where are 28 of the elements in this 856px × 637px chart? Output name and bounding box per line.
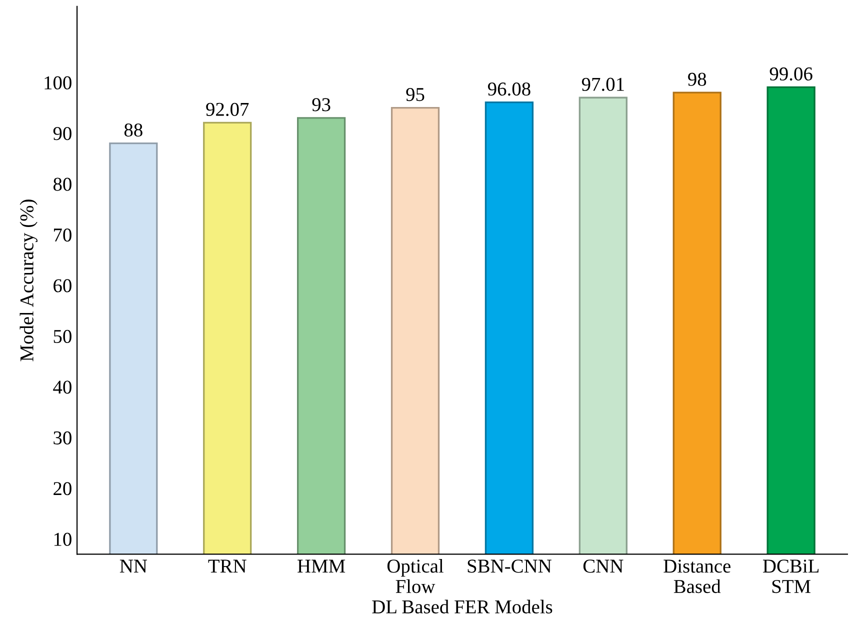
y-tick-label: 30 [54, 431, 72, 444]
y-axis-title: Model Accuracy (%) [20, 200, 38, 362]
y-tick-label: 20 [54, 482, 72, 496]
x-tick-label: Distance Based [664, 560, 730, 594]
y-tick-label: 80 [53, 178, 72, 191]
data-label: 99.06 [770, 67, 812, 81]
y-tick-label: 100 [44, 76, 72, 90]
y-tick-label: 40 [53, 380, 72, 394]
data-label: 96.08 [488, 82, 530, 96]
x-tick-label: SBN-CNN [468, 560, 552, 573]
data-label: 95 [406, 88, 424, 102]
x-tick-label: NN [120, 560, 148, 573]
x-tick-label: Optical Flow [387, 559, 444, 594]
x-tick-label: HMM [298, 560, 346, 573]
y-tick-label: 90 [53, 126, 72, 140]
data-label: 97.01 [582, 78, 624, 91]
x-tick-label: CNN [583, 560, 624, 573]
x-axis-title: DL Based FER Models [372, 600, 552, 614]
y-tick-label: 60 [54, 279, 72, 292]
data-label: 98 [688, 72, 706, 86]
data-label: 92.07 [206, 102, 249, 116]
data-label: 88 [124, 123, 142, 137]
x-tick-label: DCBiL STM [763, 560, 819, 594]
data-label: 93 [312, 98, 330, 112]
y-tick-label: 10 [54, 532, 72, 546]
x-tick-label: TRN [208, 560, 246, 573]
y-tick-label: 70 [54, 228, 72, 242]
y-tick-label: 50 [54, 330, 72, 344]
